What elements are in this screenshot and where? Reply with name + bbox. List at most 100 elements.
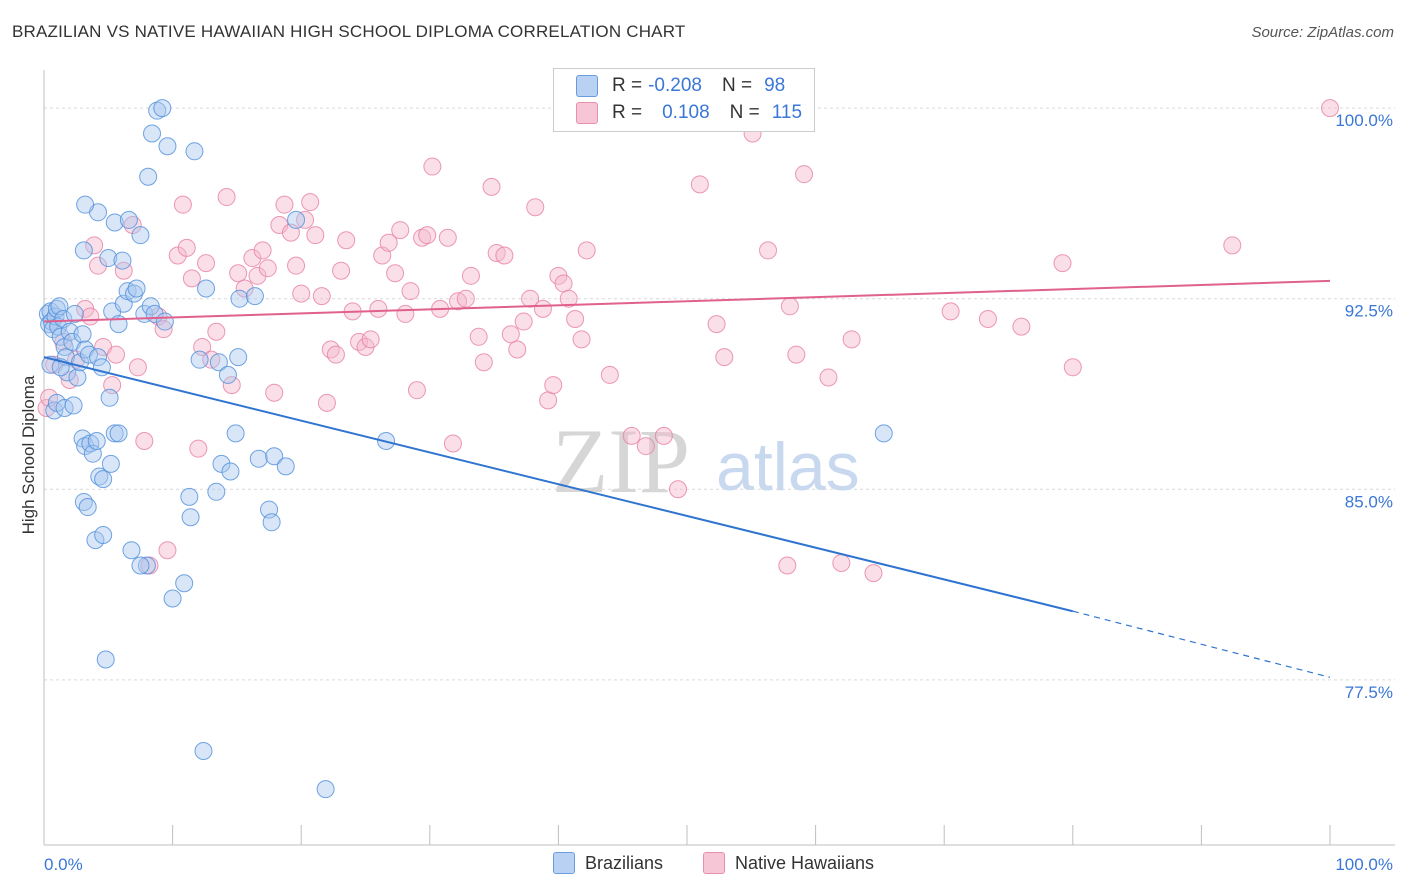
native-hawaiian-point (690, 175, 709, 194)
watermark-zip: ZIP (552, 410, 690, 512)
brazilian-point (190, 350, 209, 369)
watermark-atlas: atlas (716, 429, 860, 505)
native-hawaiian-point (229, 264, 248, 283)
brazilian-point (127, 279, 146, 298)
native-hawaiian-point (759, 241, 778, 260)
brazilian-point (125, 284, 144, 303)
brazilian-point (65, 304, 84, 323)
native-hawaiian-point (832, 553, 851, 572)
brazilian-point (131, 226, 150, 245)
native-hawaiian-point (469, 327, 488, 346)
brazilian-point (148, 101, 167, 120)
native-hawaiian-point (1053, 254, 1072, 273)
axes (43, 70, 1395, 846)
native-hawaiian-point (321, 340, 340, 359)
native-hawaiian-point (248, 266, 267, 285)
native-hawaiian-point (332, 261, 351, 280)
native-hawaiian-point (135, 431, 154, 450)
legend-n-value: 98 (764, 75, 786, 96)
brazilian-point (175, 574, 194, 593)
legend-swatch-blue (576, 75, 598, 97)
chart-title: BRAZILIAN VS NATIVE HAWAIIAN HIGH SCHOOL… (12, 22, 686, 41)
native-hawaiian-point (474, 353, 493, 372)
brazilian-point (101, 454, 120, 473)
native-hawaiian-point (1063, 358, 1082, 377)
x-tick-label: 0.0% (44, 855, 83, 874)
brazilian-point (249, 449, 268, 468)
native-hawaiian-point (81, 307, 100, 326)
brazilian-point (197, 279, 216, 298)
native-hawaiian-point (292, 284, 311, 303)
native-hawaiian-point (337, 231, 356, 250)
brazilian-point (194, 741, 213, 760)
brazilian-point (76, 437, 95, 456)
brazilian-point (143, 124, 162, 143)
native-hawaiian-point (361, 330, 380, 349)
native-hawaiian-point (312, 287, 331, 306)
native-hawaiian-point (577, 241, 596, 260)
legend-r-value: 0.108 (662, 102, 710, 123)
brazilian-point (221, 462, 240, 481)
bottom-legend-swatch-blue (553, 852, 575, 874)
brazilian-point (119, 210, 138, 229)
native-hawaiian-point (386, 264, 405, 283)
brazilian-point (68, 368, 87, 387)
native-hawaiians-trend-line (43, 279, 1331, 323)
brazilian-point (276, 457, 295, 476)
legend-n-label: N = (729, 102, 760, 123)
legend-n-value: 115 (771, 102, 803, 123)
brazilian-point (218, 365, 237, 384)
native-hawaiian-point (864, 564, 883, 583)
brazilian-point (262, 513, 281, 532)
brazilian-point (163, 589, 182, 608)
brazilian-point (105, 213, 124, 232)
native-hawaiian-point (306, 226, 325, 245)
native-hawaiian-point (287, 256, 306, 275)
native-hawaiian-point (89, 256, 108, 275)
brazilian-point (230, 289, 249, 308)
native-hawaiian-point (508, 340, 527, 359)
native-hawaiian-point (379, 233, 398, 252)
bottom-legend-label: Brazilians (585, 852, 664, 873)
brazilian-point (316, 780, 335, 799)
native-hawaiian-point (275, 195, 294, 214)
native-hawaiian-point (456, 289, 475, 308)
y-tick-label: 100.0% (1335, 111, 1393, 130)
brazilian-point (99, 249, 118, 268)
brazilian-point (155, 312, 174, 331)
native-hawaiian-point (501, 325, 520, 344)
brazilian-point (185, 142, 204, 161)
native-hawaiian-point (715, 348, 734, 367)
native-hawaiian-point (514, 312, 533, 331)
native-hawaiian-point (182, 269, 201, 288)
y-tick-label: 92.5% (1345, 302, 1393, 321)
y-axis-label: High School Diploma (19, 375, 38, 534)
source-label: Source: ZipAtlas.com (1251, 24, 1394, 41)
brazilian-point (287, 210, 306, 229)
grid-lines (44, 107, 1395, 681)
brazilian-point (212, 454, 231, 473)
native-hawaiian-point (654, 426, 673, 445)
native-hawaiians-points (37, 99, 1339, 583)
native-hawaiian-point (258, 259, 277, 278)
brazilian-point (76, 195, 95, 214)
native-hawaiian-point (326, 345, 345, 364)
native-hawaiian-point (461, 266, 480, 285)
brazilians-trend-extension (1072, 610, 1331, 678)
legend-r-label: R = (612, 102, 643, 123)
native-hawaiian-point (296, 210, 315, 229)
native-hawaiian-point (780, 297, 799, 316)
native-hawaiian-point (401, 282, 420, 301)
native-hawaiian-point (177, 238, 196, 257)
native-hawaiian-point (396, 304, 415, 323)
native-hawaiian-point (482, 177, 501, 196)
native-hawaiian-point (533, 299, 552, 318)
brazilian-point (122, 541, 141, 560)
brazilian-point (94, 470, 113, 489)
native-hawaiian-point (1223, 236, 1242, 255)
native-hawaiian-point (636, 437, 655, 456)
brazilian-point (131, 556, 150, 575)
native-hawaiian-point (418, 226, 437, 245)
native-hawaiian-point (317, 393, 336, 412)
native-hawaiian-point (173, 195, 192, 214)
